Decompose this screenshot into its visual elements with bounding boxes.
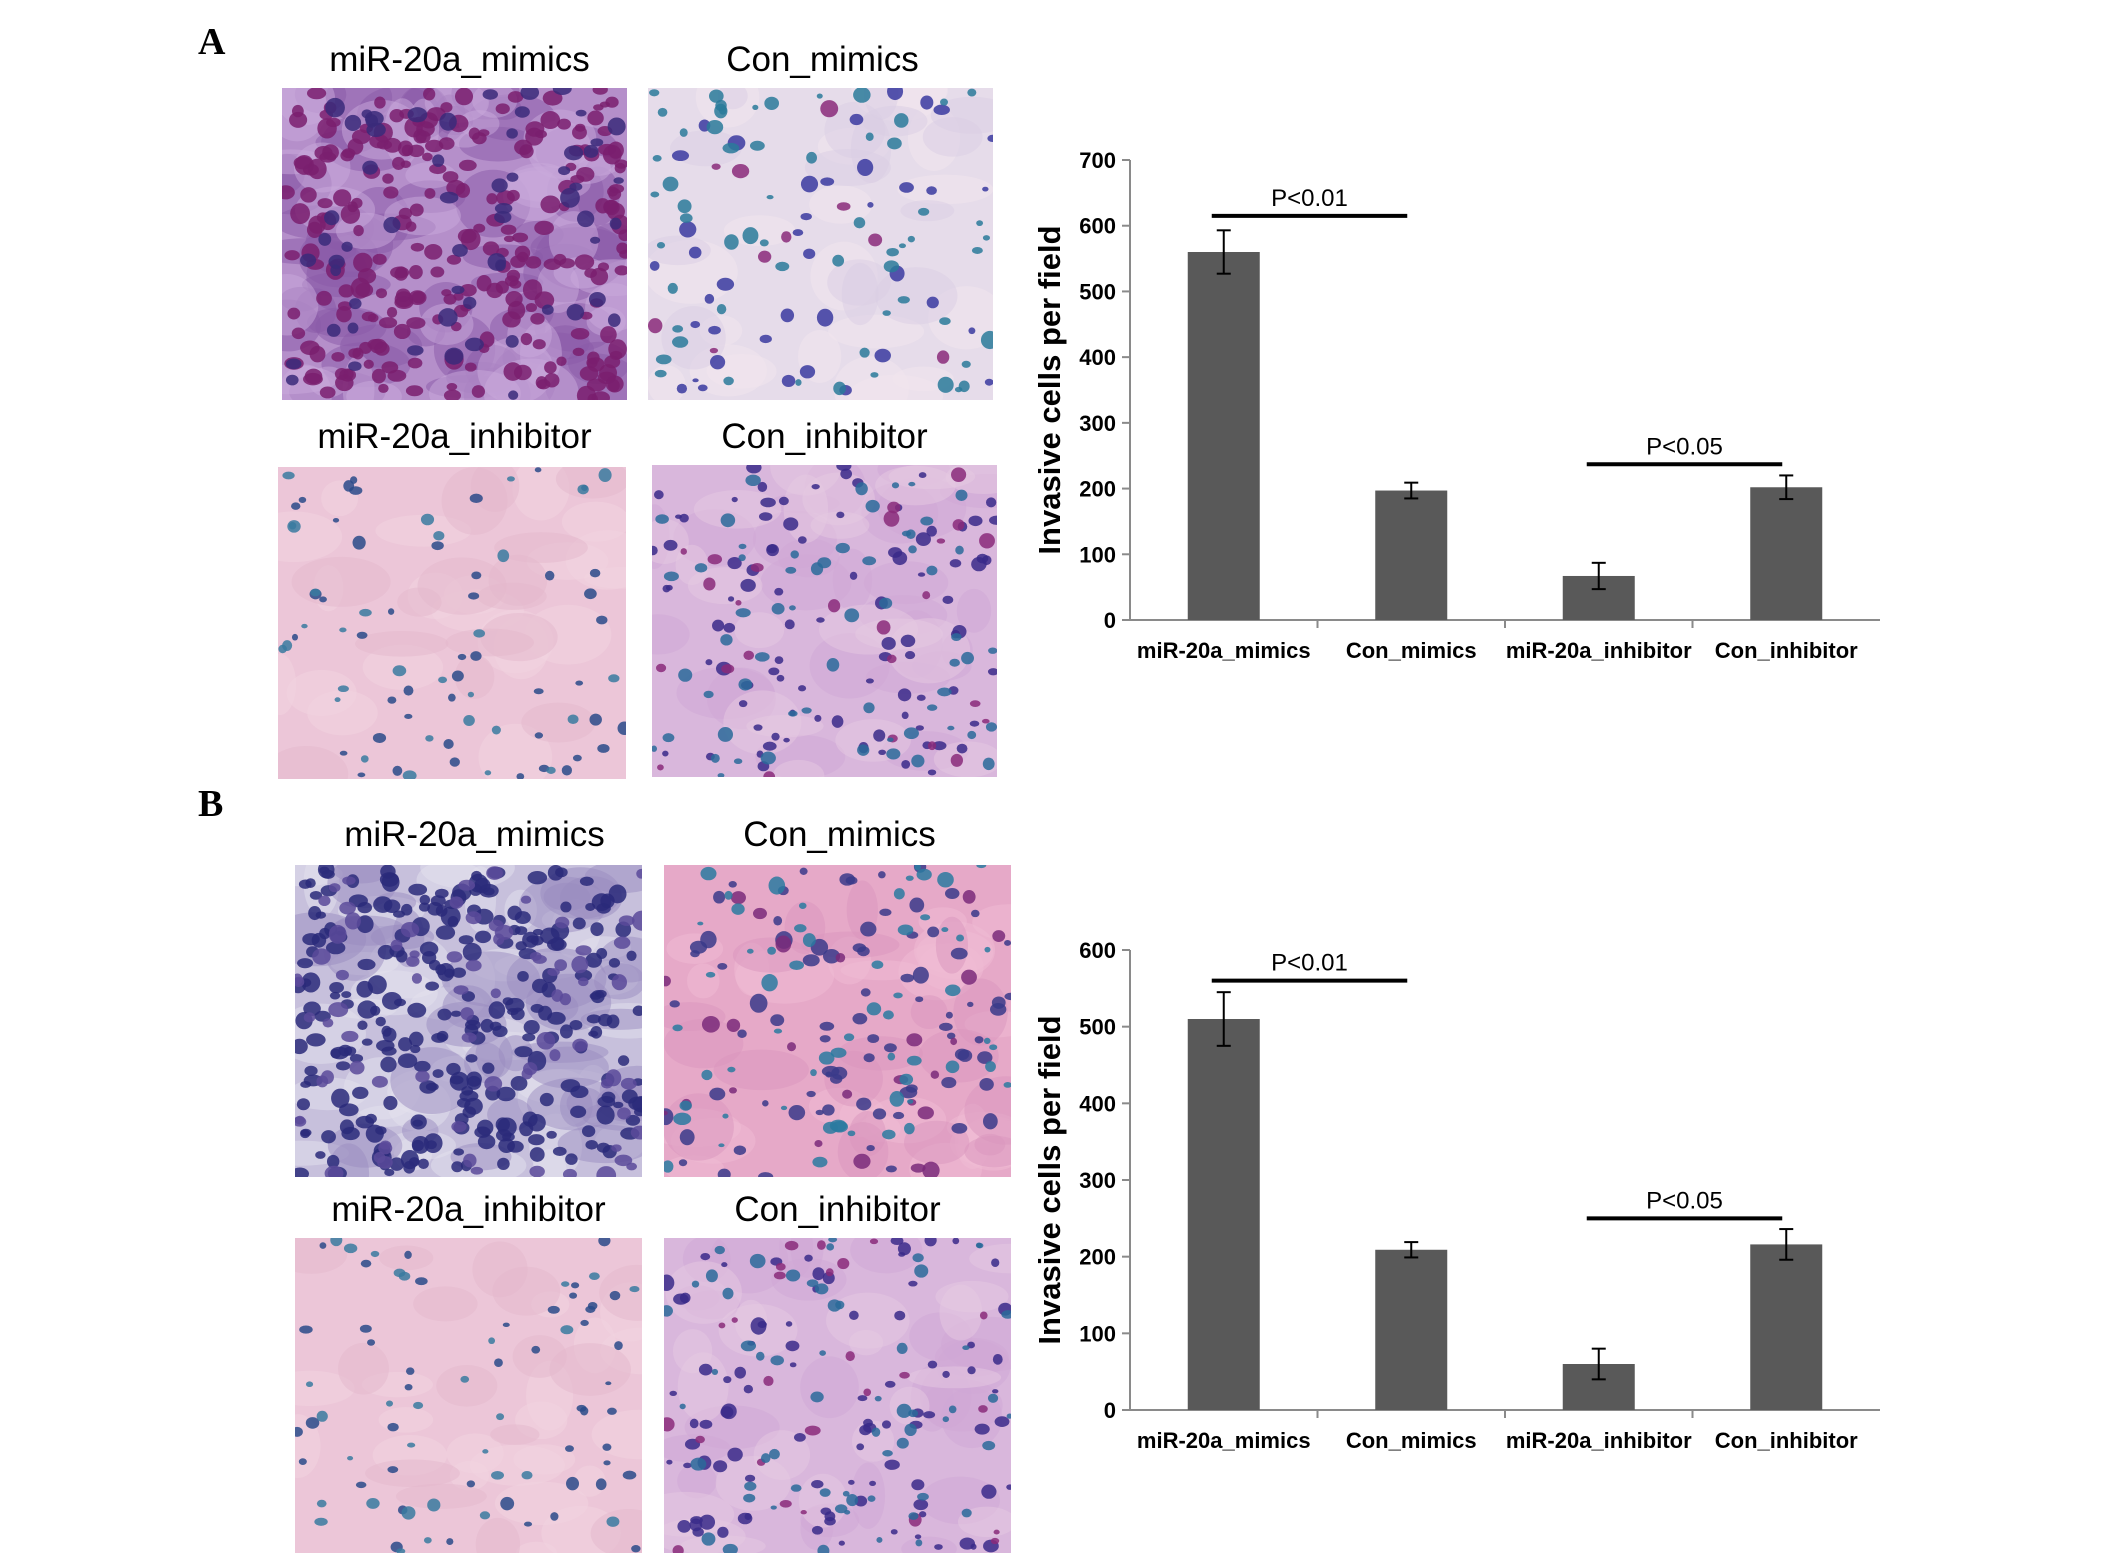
significance-label: P<0.05 xyxy=(1646,433,1723,460)
x-tick-label: Con_inhibitor xyxy=(1715,1428,1858,1453)
image-title: Con_mimics xyxy=(743,815,936,854)
y-tick-label: 400 xyxy=(1079,345,1116,370)
y-tick-label: 500 xyxy=(1079,279,1116,304)
panel-label-b: B xyxy=(198,783,224,825)
y-tick-label: 0 xyxy=(1104,608,1116,633)
x-tick-label: miR-20a_inhibitor xyxy=(1506,1428,1692,1453)
bar xyxy=(1375,1249,1448,1410)
micrograph xyxy=(278,467,626,779)
image-title: miR-20a_mimics xyxy=(344,815,605,854)
x-tick-label: miR-20a_inhibitor xyxy=(1506,638,1692,663)
micrograph xyxy=(295,1238,642,1553)
y-axis-label: Invasive cells per field xyxy=(1032,1015,1067,1344)
y-axis-label: Invasive cells per field xyxy=(1032,225,1067,554)
micrograph xyxy=(648,88,993,400)
y-tick-label: 200 xyxy=(1079,477,1116,502)
y-tick-label: 300 xyxy=(1079,411,1116,436)
y-tick-label: 0 xyxy=(1104,1398,1116,1423)
bar-chart-b: Invasive cells per field 0 100 200 300 400 500… xyxy=(1032,938,1880,1453)
y-tick-label: 300 xyxy=(1079,1168,1116,1193)
significance-label: P<0.01 xyxy=(1271,950,1348,977)
bar xyxy=(1187,1019,1260,1410)
bar xyxy=(1375,490,1448,620)
x-tick-label: Con_mimics xyxy=(1346,1428,1477,1453)
micrograph xyxy=(664,1238,1011,1553)
y-tick-label: 200 xyxy=(1079,1245,1116,1270)
y-tick-label: 500 xyxy=(1079,1015,1116,1040)
bar-chart-a: Invasive cells per field 0 100 200 300 400 500… xyxy=(1032,148,1880,663)
y-tick-label: 600 xyxy=(1079,938,1116,963)
x-tick-label: miR-20a_mimics xyxy=(1137,638,1311,663)
y-tick-label: 100 xyxy=(1079,542,1116,567)
bar xyxy=(1750,487,1823,620)
significance-label: P<0.01 xyxy=(1271,185,1348,212)
micrograph xyxy=(282,88,627,400)
image-title: miR-20a_mimics xyxy=(329,40,590,79)
image-title: Con_inhibitor xyxy=(721,417,928,456)
image-title: miR-20a_inhibitor xyxy=(317,417,592,456)
y-tick-label: 600 xyxy=(1079,214,1116,239)
micrograph xyxy=(664,865,1011,1177)
image-title: Con_inhibitor xyxy=(734,1190,941,1229)
x-tick-label: Con_inhibitor xyxy=(1715,638,1858,663)
micrograph xyxy=(295,865,642,1177)
y-tick-label: 100 xyxy=(1079,1321,1116,1346)
bar xyxy=(1187,252,1260,620)
bar xyxy=(1750,1244,1823,1410)
image-title: miR-20a_inhibitor xyxy=(331,1190,606,1229)
x-tick-label: Con_mimics xyxy=(1346,638,1477,663)
image-title: Con_mimics xyxy=(726,40,919,79)
significance-label: P<0.05 xyxy=(1646,1187,1723,1214)
y-tick-label: 400 xyxy=(1079,1091,1116,1116)
micrograph xyxy=(652,465,997,777)
panel-label-a: A xyxy=(198,21,226,63)
y-tick-label: 700 xyxy=(1079,148,1116,173)
x-tick-label: miR-20a_mimics xyxy=(1137,1428,1311,1453)
